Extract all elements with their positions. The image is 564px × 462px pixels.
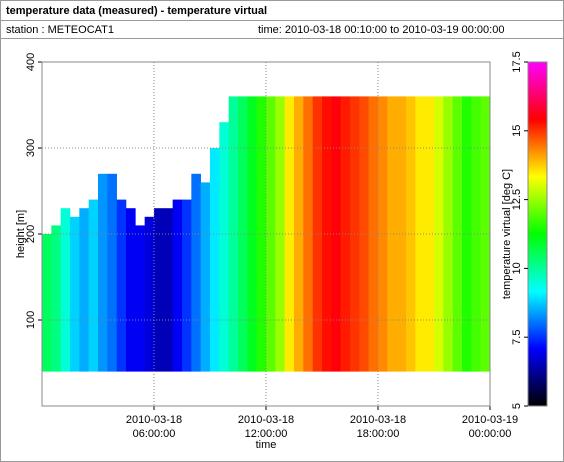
colorbar-tick-label: 17.5 (511, 51, 523, 72)
heat-cell (70, 216, 80, 372)
time-range: time: 2010-03-18 00:10:00 to 2010-03-19 … (258, 24, 504, 36)
heat-cell (172, 199, 183, 372)
heat-cell (462, 96, 472, 372)
heat-cell (275, 96, 285, 372)
colorbar-tick-label: 12.5 (511, 189, 523, 210)
colorbar (527, 61, 548, 407)
heat-cell (135, 225, 145, 372)
heat-cell (284, 96, 295, 372)
y-tick-label: 400 (25, 53, 37, 71)
heat-cell (60, 208, 71, 372)
heat-cell (79, 208, 89, 372)
heat-cell (387, 96, 397, 372)
heat-cell (294, 96, 304, 372)
heat-cell (219, 122, 229, 372)
colorbar-tick-label: 15 (511, 125, 523, 137)
y-tick-label: 300 (25, 139, 37, 157)
heat-cell (200, 182, 211, 372)
heat-cell (51, 225, 61, 372)
x-tick-label: 2010-03-18 18:00:00 (350, 414, 406, 440)
y-tick-label: 100 (25, 311, 37, 329)
heat-cell (88, 199, 99, 372)
heat-cell (191, 173, 201, 372)
heat-cell (210, 148, 220, 372)
heat-cell (182, 199, 192, 372)
x-axis-label: time (256, 439, 277, 451)
heat-cell (452, 96, 463, 372)
heat-cell (303, 96, 313, 372)
heat-cell (480, 96, 491, 372)
heat-cell (42, 234, 52, 372)
colorbar-tick-label: 5 (511, 403, 523, 409)
heat-cell (238, 96, 248, 372)
x-tick-label: 2010-03-19 00:00:00 (462, 414, 518, 440)
heat-cell (98, 173, 108, 372)
heat-cell (322, 96, 332, 372)
heat-cell (228, 96, 239, 372)
y-tick-label: 200 (25, 225, 37, 243)
heat-cell (396, 96, 407, 372)
chart-title: temperature data (measured) - temperatur… (6, 5, 267, 17)
station: station : METEOCAT1 (6, 24, 114, 36)
heat-cell (107, 173, 117, 372)
heat-cell (163, 208, 173, 372)
heat-cell (378, 96, 388, 372)
heat-cell (116, 199, 127, 372)
heat-cell (312, 96, 323, 372)
heat-cell (471, 96, 481, 372)
heat-cell (368, 96, 379, 372)
heat-cell (406, 96, 416, 372)
x-tick-label: 2010-03-18 12:00:00 (238, 414, 294, 440)
y-axis-label: height [m] (15, 210, 27, 258)
colorbar-label: temperature virtual [deg C] (501, 169, 513, 299)
heat-cell (126, 208, 136, 372)
heat-cell (359, 96, 369, 372)
heat-cell (443, 96, 453, 372)
colorbar-tick-label: 10 (511, 262, 523, 274)
x-tick-label: 2010-03-18 06:00:00 (126, 414, 182, 440)
plot-border (41, 61, 491, 407)
heat-cell (154, 208, 164, 372)
colorbar-tick-label: 7.5 (511, 330, 523, 345)
heat-cell (144, 216, 155, 372)
